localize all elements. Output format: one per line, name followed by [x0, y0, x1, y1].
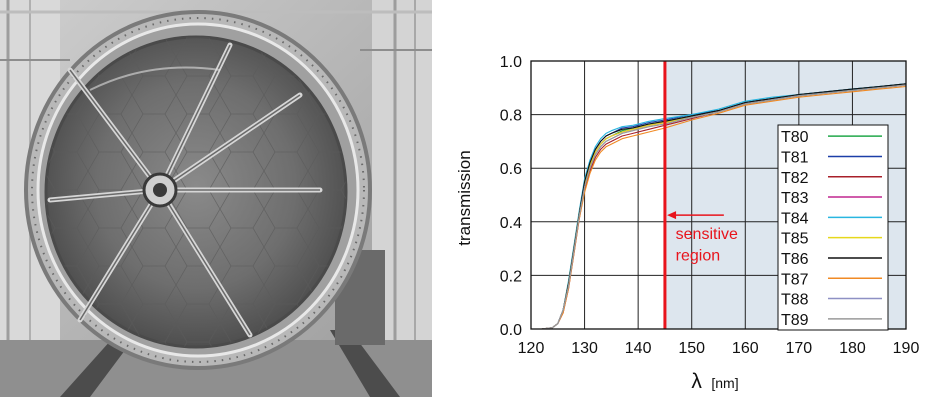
axes [530, 60, 907, 330]
legend-label-T87: T87 [781, 271, 809, 288]
legend-box [777, 124, 889, 331]
transmission-chart: 120 130 140 150 160 170 180 190 0.0 0.2 0.4 0.6 0.8 1… [440, 0, 925, 397]
chart-svg: 120 130 140 150 160 170 180 190 0.0 0.2 0.4 0.6 0.8 1… [455, 54, 920, 393]
x-tick-label: 120 [518, 340, 545, 357]
x-axis-unit: [nm] [711, 375, 738, 391]
y-axis-label: transmission [455, 150, 474, 245]
legend-label-T84: T84 [781, 210, 809, 227]
mirror-photo [0, 0, 432, 397]
y-tick-label: 1.0 [500, 54, 522, 71]
mirror-frame-image [0, 0, 432, 397]
legend-label-T85: T85 [781, 231, 809, 248]
annotation-text-line2: region [676, 248, 720, 265]
legend-label-T86: T86 [781, 251, 809, 268]
y-tick-label: 0.2 [500, 268, 522, 285]
series-line-T89 [531, 84, 907, 330]
x-tick-label: 170 [786, 340, 813, 357]
annotation: sensitive region [667, 211, 738, 265]
x-tick-label: 140 [625, 340, 652, 357]
tick-labels: 120 130 140 150 160 170 180 190 0.0 0.2 0.4 0.6 0.8 1… [500, 54, 920, 357]
y-tick-label: 0.8 [500, 108, 522, 125]
y-tick-label: 0.6 [500, 161, 522, 178]
legend-label-T89: T89 [781, 312, 809, 329]
annotation-arrow-head [667, 211, 677, 220]
x-axis-symbol: λ [691, 370, 702, 393]
series-line-T87 [531, 85, 907, 330]
legend-label-T82: T82 [781, 170, 809, 187]
plot-frame [530, 60, 907, 330]
x-tick-label: 130 [571, 340, 598, 357]
x-tick-label: 150 [678, 340, 705, 357]
x-axis-label: λ [nm] [691, 370, 738, 393]
annotation-text-line1: sensitive [676, 226, 738, 243]
y-tick-label: 0.0 [500, 322, 522, 339]
legend-label-T80: T80 [781, 129, 809, 146]
y-tick-label: 0.4 [500, 215, 522, 232]
legend-label-T81: T81 [781, 149, 809, 166]
legend-label-T88: T88 [781, 292, 809, 309]
x-tick-label: 190 [893, 340, 920, 357]
legend-label-T83: T83 [781, 190, 809, 207]
x-tick-label: 160 [732, 340, 759, 357]
series-lines [531, 83, 907, 330]
legend: T80 T81 T82 T83 T84 T85 T86 T87 T88 T89 [777, 124, 889, 331]
x-tick-label: 180 [839, 340, 866, 357]
